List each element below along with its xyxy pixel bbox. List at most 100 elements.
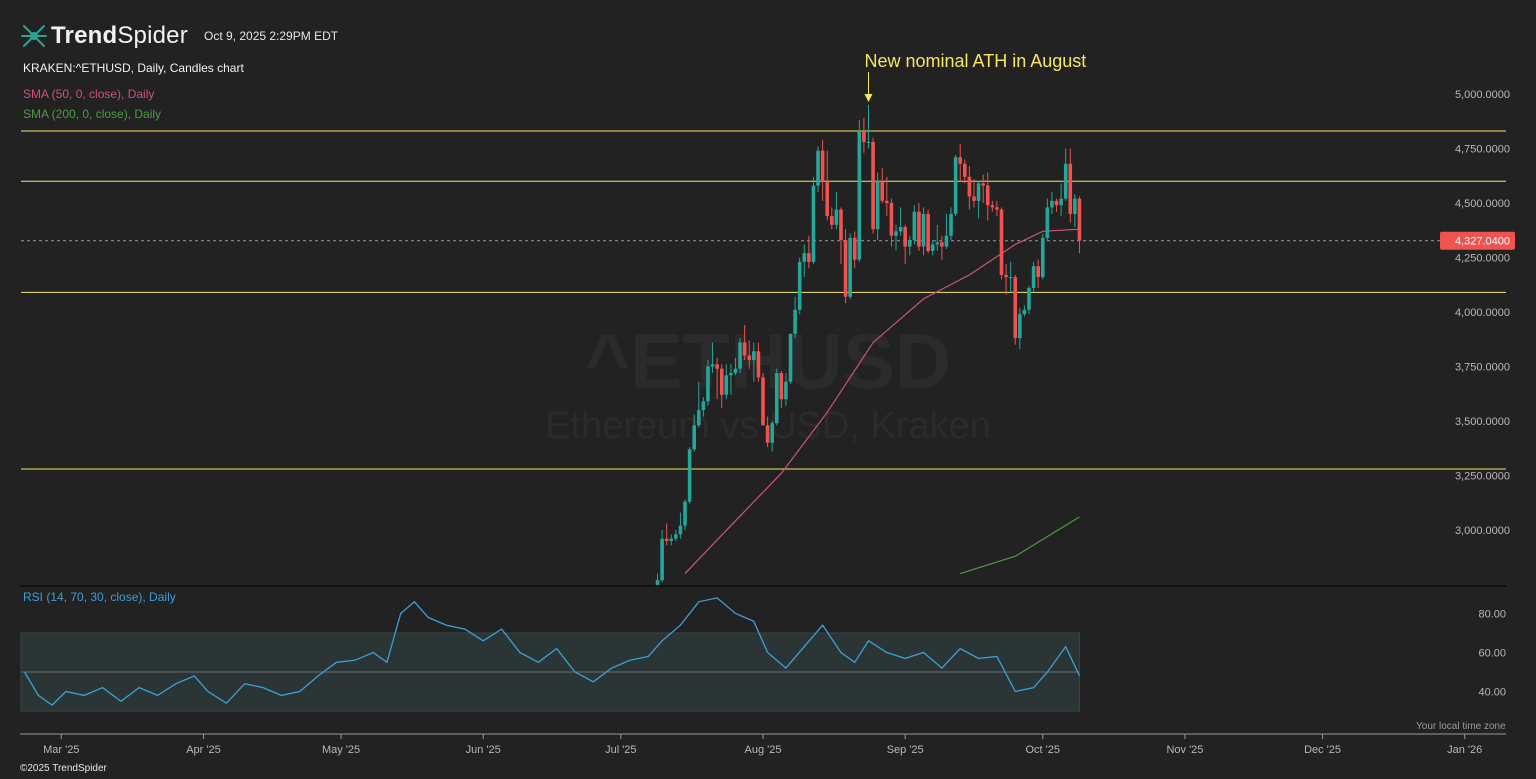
candle[interactable]: [926, 209, 930, 254]
sma50-line[interactable]: [684, 228, 1080, 575]
candle[interactable]: [1040, 233, 1045, 280]
candle[interactable]: [825, 150, 830, 221]
candle[interactable]: [687, 447, 692, 504]
sma200-legend[interactable]: SMA (200, 0, close), Daily: [23, 107, 162, 121]
candle[interactable]: [866, 104, 871, 149]
candle[interactable]: [1027, 285, 1031, 315]
candle[interactable]: [1008, 261, 1013, 293]
candle[interactable]: [1059, 183, 1063, 217]
candle[interactable]: [660, 530, 664, 583]
sma50-legend[interactable]: SMA (50, 0, close), Daily: [23, 87, 155, 101]
candle[interactable]: [1036, 259, 1040, 289]
candle[interactable]: [1077, 196, 1082, 254]
candle[interactable]: [917, 203, 921, 251]
candle[interactable]: [797, 257, 802, 315]
candle[interactable]: [724, 364, 729, 400]
candle[interactable]: [985, 172, 990, 221]
candle[interactable]: [1073, 194, 1077, 227]
candle[interactable]: [903, 224, 907, 265]
candle[interactable]: [976, 181, 981, 219]
candle[interactable]: [963, 159, 967, 184]
candle[interactable]: [834, 192, 839, 230]
candle[interactable]: [944, 213, 949, 249]
candle[interactable]: [742, 325, 747, 360]
candle[interactable]: [995, 200, 999, 217]
candle[interactable]: [889, 198, 894, 247]
candle[interactable]: [871, 137, 875, 234]
candle[interactable]: [949, 207, 953, 241]
candle[interactable]: [820, 139, 825, 201]
candle[interactable]: [811, 176, 816, 265]
candle[interactable]: [1054, 198, 1059, 212]
candle[interactable]: [779, 370, 784, 408]
candle[interactable]: [655, 573, 660, 585]
candle[interactable]: [1050, 192, 1054, 214]
candle[interactable]: [692, 414, 697, 452]
candle[interactable]: [972, 179, 976, 208]
candle[interactable]: [761, 373, 765, 426]
candle[interactable]: [880, 168, 885, 203]
candle[interactable]: [862, 117, 866, 153]
candle[interactable]: [752, 342, 756, 382]
candle[interactable]: [898, 207, 903, 236]
candle[interactable]: [816, 146, 820, 193]
candle[interactable]: [701, 397, 706, 417]
candle[interactable]: [894, 224, 898, 251]
candle[interactable]: [669, 534, 674, 546]
candle[interactable]: [1004, 264, 1008, 295]
candle[interactable]: [1013, 274, 1018, 345]
sma200-line[interactable]: [960, 516, 1080, 575]
candle[interactable]: [807, 235, 811, 269]
candle[interactable]: [664, 523, 669, 546]
candle[interactable]: [738, 338, 742, 374]
candle[interactable]: [678, 512, 683, 539]
candle[interactable]: [940, 235, 944, 260]
candle[interactable]: [793, 296, 797, 339]
candle[interactable]: [710, 342, 715, 374]
candle[interactable]: [857, 120, 862, 262]
candle[interactable]: [802, 244, 807, 278]
candle[interactable]: [683, 499, 687, 530]
candle[interactable]: [706, 359, 710, 406]
candle[interactable]: [756, 342, 761, 382]
candle[interactable]: [696, 381, 701, 428]
candle[interactable]: [958, 144, 963, 182]
candle[interactable]: [990, 200, 995, 212]
candle[interactable]: [967, 165, 972, 210]
candle[interactable]: [715, 357, 719, 400]
candle[interactable]: [912, 205, 917, 245]
candle[interactable]: [770, 421, 774, 452]
candle[interactable]: [1068, 148, 1073, 223]
candle[interactable]: [981, 174, 985, 203]
candle[interactable]: [1045, 198, 1050, 241]
candle[interactable]: [935, 224, 940, 251]
candle[interactable]: [829, 207, 834, 230]
candle[interactable]: [1022, 305, 1027, 317]
candle[interactable]: [719, 364, 724, 408]
candle[interactable]: [875, 172, 880, 241]
ath-annotation-text[interactable]: New nominal ATH in August: [864, 51, 1086, 71]
candle[interactable]: [852, 231, 857, 269]
candle[interactable]: [921, 207, 926, 256]
symbol-description[interactable]: KRAKEN:^ETHUSD, Daily, Candles chart: [23, 61, 244, 75]
candle[interactable]: [907, 235, 912, 256]
candle[interactable]: [784, 373, 788, 406]
candle[interactable]: [843, 229, 848, 304]
candle[interactable]: [1031, 261, 1036, 293]
candle[interactable]: [930, 240, 935, 256]
candle[interactable]: [839, 207, 843, 265]
candle[interactable]: [674, 530, 678, 541]
candle[interactable]: [729, 364, 733, 395]
candle[interactable]: [953, 155, 958, 217]
candle[interactable]: [1063, 148, 1068, 201]
candle[interactable]: [999, 207, 1004, 280]
candle[interactable]: [885, 176, 889, 217]
candle[interactable]: [774, 368, 779, 426]
candle[interactable]: [848, 233, 852, 299]
candle[interactable]: [765, 416, 770, 448]
candle[interactable]: [788, 333, 793, 384]
rsi-legend[interactable]: RSI (14, 70, 30, close), Daily: [23, 590, 176, 604]
candle[interactable]: [1018, 307, 1022, 350]
candle[interactable]: [733, 357, 738, 376]
